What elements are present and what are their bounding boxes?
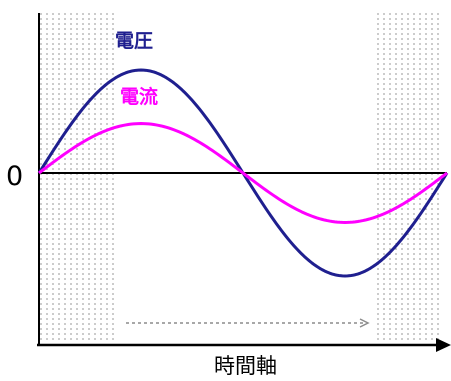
dotted-bands <box>40 13 439 343</box>
series-label-current: 電流 <box>120 85 158 108</box>
x-axis-arrowhead <box>436 338 451 352</box>
series-lines <box>37 68 449 278</box>
series-line-current <box>38 122 448 224</box>
time-direction-arrowhead <box>359 318 370 328</box>
series-label-voltage: 電圧 <box>115 30 153 52</box>
x-axis-label: 時間軸 <box>214 354 277 377</box>
zero-label: 0 <box>6 161 23 192</box>
